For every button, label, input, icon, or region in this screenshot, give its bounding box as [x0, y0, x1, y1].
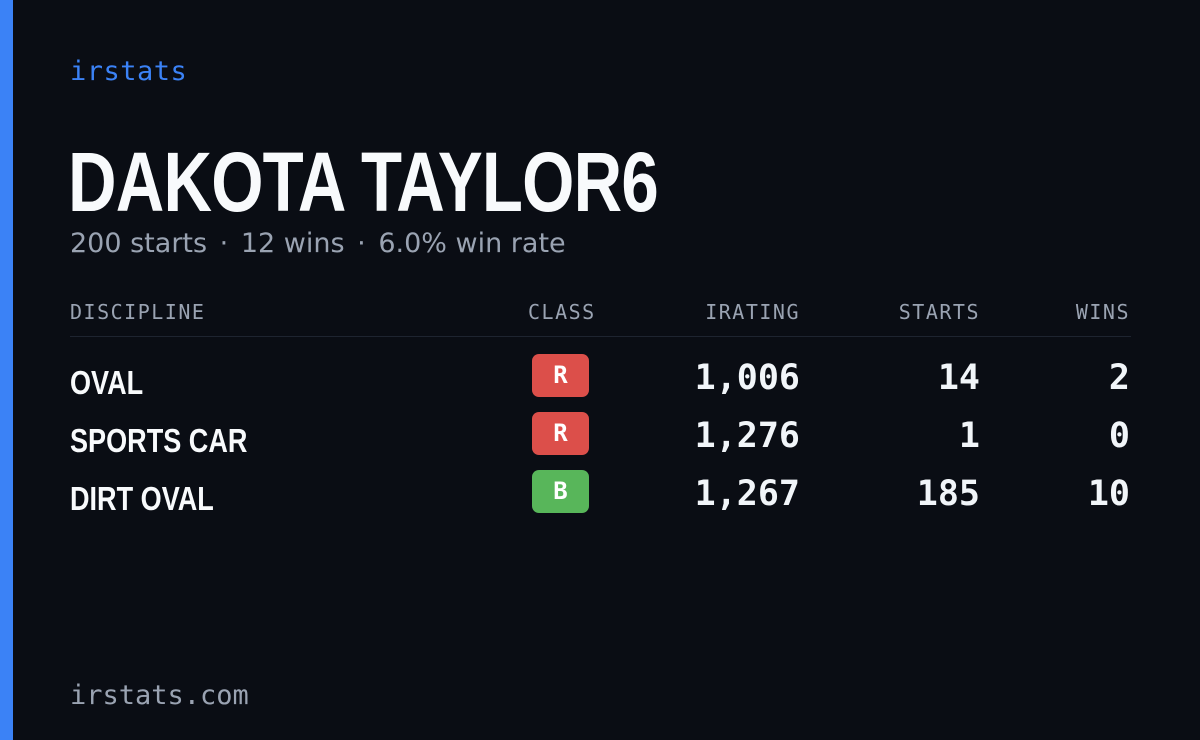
header-irating: IRATING — [705, 300, 800, 324]
header-starts: STARTS — [898, 300, 980, 324]
class-badge: B — [532, 470, 589, 513]
separator: · — [219, 228, 229, 259]
wins-value: 10 — [1087, 474, 1130, 514]
irating-value: 1,006 — [694, 358, 800, 398]
table-row: SPORTS CAR R 1,276 1 0 — [70, 412, 1131, 462]
irating-value: 1,276 — [694, 416, 800, 456]
starts-value: 185 — [916, 474, 980, 514]
header-class: CLASS — [528, 300, 596, 324]
starts-value: 14 — [937, 358, 980, 398]
wins-value: 0 — [1108, 416, 1130, 456]
table-header: DISCIPLINE CLASS IRATING STARTS WINS — [70, 300, 1131, 337]
accent-bar — [0, 0, 13, 740]
starts-value: 1 — [958, 416, 980, 456]
header-wins: WINS — [1075, 300, 1130, 324]
win-rate: 6.0% win rate — [378, 228, 566, 259]
footer-url: irstats.com — [70, 680, 249, 711]
header-discipline: DISCIPLINE — [70, 300, 206, 324]
irating-value: 1,267 — [694, 474, 800, 514]
discipline-name: OVAL — [70, 364, 144, 401]
separator: · — [357, 228, 366, 259]
table-row: DIRT OVAL B 1,267 185 10 — [70, 470, 1131, 520]
starts-count: 200 starts — [70, 228, 208, 259]
wins-value: 2 — [1108, 358, 1130, 398]
class-badge: R — [532, 412, 589, 455]
table-row: OVAL R 1,006 14 2 — [70, 354, 1131, 404]
player-summary: 200 starts · 12 wins · 6.0% win rate — [70, 228, 566, 259]
player-name: DAKOTA TAYLOR6 — [68, 135, 659, 229]
discipline-name: DIRT OVAL — [70, 480, 214, 517]
wins-count: 12 wins — [240, 228, 345, 259]
discipline-name: SPORTS CAR — [70, 422, 248, 459]
brand-logo: irstats — [70, 56, 188, 87]
class-badge: R — [532, 354, 589, 397]
